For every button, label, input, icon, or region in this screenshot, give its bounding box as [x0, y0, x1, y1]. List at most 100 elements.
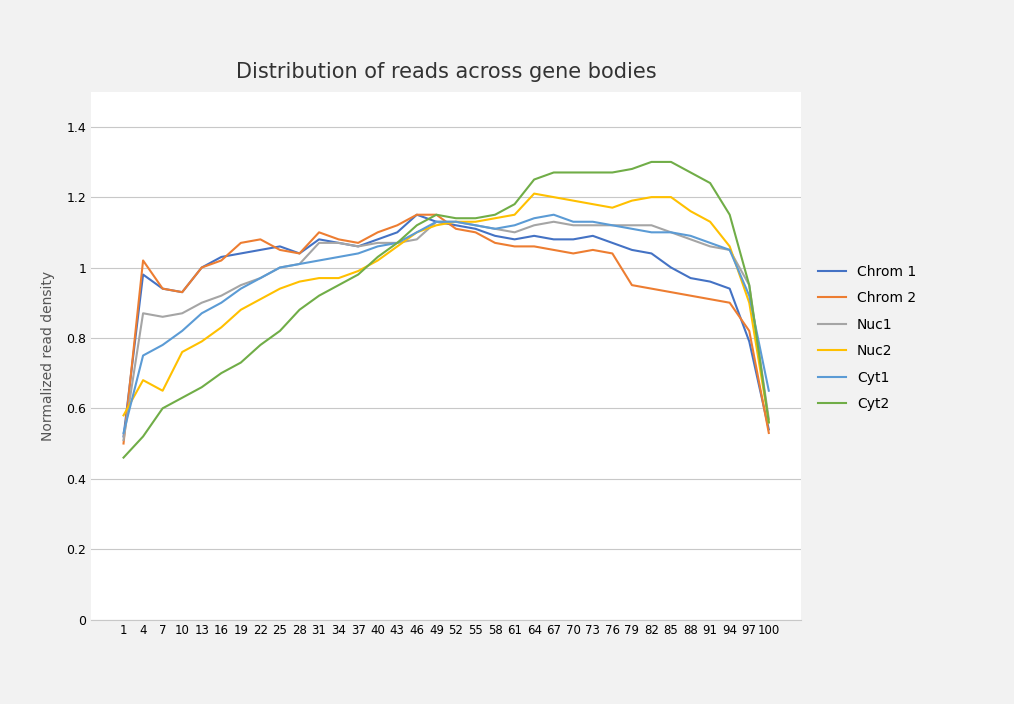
Chrom 2	[508, 242, 520, 251]
Cyt2	[724, 210, 736, 219]
Chrom 1	[645, 249, 657, 258]
Chrom 2	[704, 295, 716, 303]
Chrom 2	[645, 284, 657, 293]
Chrom 1	[372, 235, 384, 244]
Chrom 1	[587, 232, 599, 240]
Cyt1	[743, 291, 755, 300]
Nuc2	[743, 298, 755, 307]
Cyt1	[156, 341, 168, 349]
Chrom 2	[528, 242, 540, 251]
Chrom 1	[684, 274, 697, 282]
Chrom 2	[255, 235, 267, 244]
Title: Distribution of reads across gene bodies: Distribution of reads across gene bodies	[236, 62, 656, 82]
Nuc2	[293, 277, 305, 286]
Cyt1	[684, 232, 697, 240]
Nuc1	[704, 242, 716, 251]
Cyt2	[215, 369, 227, 377]
Nuc2	[450, 218, 462, 226]
Chrom 1	[255, 246, 267, 254]
Nuc1	[430, 218, 442, 226]
Cyt1	[704, 239, 716, 247]
Nuc2	[411, 228, 423, 237]
Cyt2	[548, 168, 560, 177]
Chrom 1	[743, 337, 755, 346]
Nuc1	[724, 246, 736, 254]
Chrom 1	[763, 425, 775, 434]
Cyt1	[235, 284, 247, 293]
Nuc2	[489, 214, 501, 222]
Chrom 2	[411, 210, 423, 219]
Nuc1	[508, 228, 520, 237]
Cyt1	[587, 218, 599, 226]
Y-axis label: Normalized read density: Normalized read density	[42, 270, 56, 441]
Cyt2	[587, 168, 599, 177]
Nuc1	[411, 235, 423, 244]
Chrom 2	[430, 210, 442, 219]
Chrom 2	[665, 288, 677, 296]
Chrom 2	[626, 281, 638, 289]
Nuc2	[548, 193, 560, 201]
Cyt2	[626, 165, 638, 173]
Nuc2	[274, 284, 286, 293]
Chrom 2	[235, 239, 247, 247]
Chrom 2	[684, 291, 697, 300]
Chrom 2	[293, 249, 305, 258]
Nuc1	[567, 221, 579, 230]
Chrom 1	[489, 232, 501, 240]
Nuc2	[606, 203, 619, 212]
Nuc2	[567, 196, 579, 205]
Cyt1	[548, 210, 560, 219]
Nuc1	[665, 228, 677, 237]
Cyt1	[606, 221, 619, 230]
Cyt1	[430, 218, 442, 226]
Cyt1	[508, 221, 520, 230]
Chrom 2	[489, 239, 501, 247]
Nuc2	[352, 267, 364, 275]
Chrom 2	[156, 284, 168, 293]
Nuc2	[704, 218, 716, 226]
Nuc2	[508, 210, 520, 219]
Cyt2	[665, 158, 677, 166]
Chrom 1	[469, 225, 482, 233]
Nuc1	[626, 221, 638, 230]
Cyt2	[411, 221, 423, 230]
Cyt2	[450, 214, 462, 222]
Chrom 2	[333, 235, 345, 244]
Nuc2	[156, 386, 168, 395]
Chrom 1	[313, 235, 325, 244]
Chrom 1	[606, 239, 619, 247]
Cyt2	[372, 253, 384, 261]
Nuc2	[469, 218, 482, 226]
Cyt2	[567, 168, 579, 177]
Nuc1	[489, 225, 501, 233]
Chrom 2	[118, 439, 130, 448]
Cyt1	[333, 253, 345, 261]
Nuc1	[469, 221, 482, 230]
Nuc2	[176, 348, 189, 356]
Legend: Chrom 1, Chrom 2, Nuc1, Nuc2, Cyt1, Cyt2: Chrom 1, Chrom 2, Nuc1, Nuc2, Cyt1, Cyt2	[818, 265, 917, 411]
Cyt2	[743, 281, 755, 289]
Chrom 1	[528, 232, 540, 240]
Cyt1	[196, 309, 208, 318]
Chrom 1	[450, 221, 462, 230]
Chrom 1	[137, 270, 149, 279]
Cyt1	[255, 274, 267, 282]
Cyt2	[430, 210, 442, 219]
Cyt2	[235, 358, 247, 367]
Nuc1	[684, 235, 697, 244]
Nuc2	[724, 242, 736, 251]
Chrom 1	[293, 249, 305, 258]
Nuc1	[235, 281, 247, 289]
Nuc1	[352, 242, 364, 251]
Cyt2	[684, 168, 697, 177]
Cyt1	[352, 249, 364, 258]
Cyt1	[176, 327, 189, 335]
Chrom 2	[372, 228, 384, 237]
Cyt1	[645, 228, 657, 237]
Chrom 2	[743, 327, 755, 335]
Nuc2	[137, 376, 149, 384]
Cyt2	[293, 306, 305, 314]
Chrom 2	[176, 288, 189, 296]
Chrom 1	[176, 288, 189, 296]
Cyt2	[118, 453, 130, 462]
